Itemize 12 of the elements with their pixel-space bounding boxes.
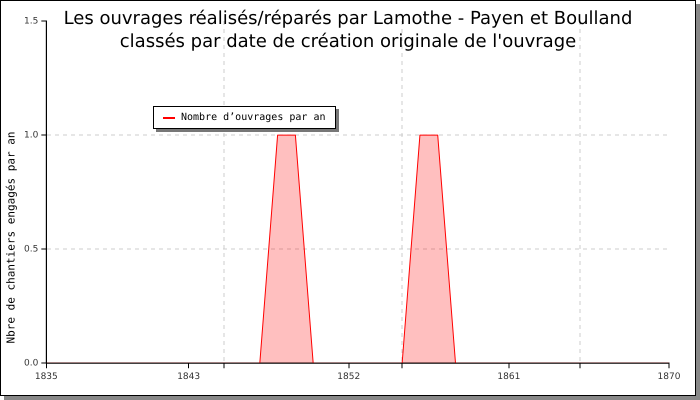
x-tick-label: 1852 bbox=[337, 372, 360, 382]
legend-label: Nombre d’ouvrages par an bbox=[181, 112, 326, 123]
x-tick-label: 1861 bbox=[497, 372, 520, 382]
y-tick-label: 0.5 bbox=[24, 244, 38, 254]
y-axis-title: Nbre de chantiers engagés par an bbox=[4, 130, 18, 346]
chart-title: Les ouvrages réalisés/réparés par Lamothe - Payen et Boulland classés par date de création originale de l'ouvrage bbox=[64, 8, 632, 52]
y-tick-label: 0.0 bbox=[24, 358, 39, 369]
x-tick-label: 1835 bbox=[34, 372, 58, 382]
x-tick-label: 1843 bbox=[177, 372, 200, 382]
y-tick-label: 1.5 bbox=[24, 16, 38, 26]
x-tick-label: 1870 bbox=[658, 372, 681, 382]
y-tick-label: 1.0 bbox=[24, 130, 39, 140]
